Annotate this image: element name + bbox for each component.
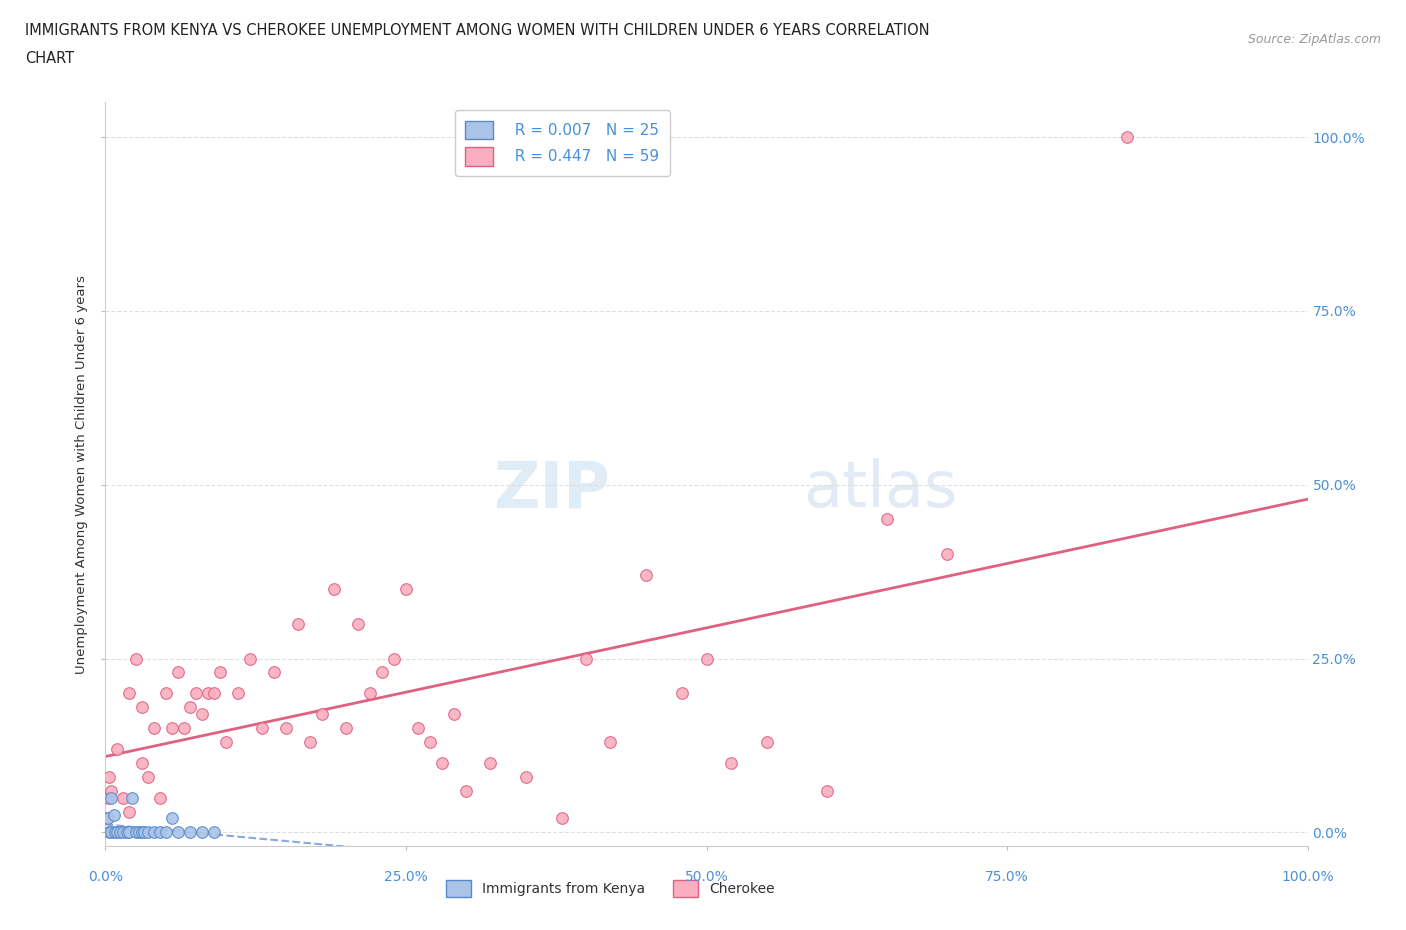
Text: ZIP: ZIP [494, 458, 610, 520]
Point [124, 651, 146, 666]
Legend: Immigrants from Kenya, Cherokee: Immigrants from Kenya, Cherokee [440, 874, 780, 903]
Point [142, 825, 165, 840]
Point [148, 790, 170, 805]
Point [443, 707, 465, 722]
Point [298, 735, 321, 750]
Point [551, 811, 574, 826]
Point [173, 721, 195, 736]
Point [214, 735, 236, 750]
Point [107, 825, 129, 840]
Point [575, 651, 598, 666]
Point [202, 825, 225, 840]
Point [755, 735, 778, 750]
Point [179, 825, 201, 840]
Point [98, 825, 121, 840]
Point [131, 699, 153, 714]
Point [184, 686, 207, 701]
Point [96, 811, 118, 826]
Point [197, 686, 219, 701]
Point [118, 686, 141, 701]
Point [311, 707, 333, 722]
Point [118, 804, 141, 819]
Point [876, 512, 898, 527]
Point [515, 769, 537, 784]
Point [287, 617, 309, 631]
Y-axis label: Unemployment Among Women with Children Under 6 years: Unemployment Among Women with Children U… [75, 275, 89, 673]
Point [148, 825, 170, 840]
Point [124, 825, 146, 840]
Point [179, 699, 201, 714]
Point [335, 721, 357, 736]
Text: atlas: atlas [803, 458, 957, 520]
Point [430, 755, 453, 770]
Text: 100.0%: 100.0% [1281, 870, 1334, 884]
Point [274, 721, 297, 736]
Point [107, 741, 129, 756]
Text: 25.0%: 25.0% [384, 870, 427, 884]
Point [112, 790, 135, 805]
Point [263, 665, 285, 680]
Point [936, 547, 959, 562]
Point [155, 686, 177, 701]
Point [347, 617, 370, 631]
Point [696, 651, 718, 666]
Point [98, 769, 121, 784]
Point [419, 735, 441, 750]
Point [112, 825, 135, 840]
Point [155, 825, 177, 840]
Point [100, 790, 122, 805]
Text: 50.0%: 50.0% [685, 870, 728, 884]
Point [100, 783, 122, 798]
Point [115, 825, 138, 840]
Text: CHART: CHART [25, 51, 75, 66]
Point [190, 825, 212, 840]
Point [239, 651, 262, 666]
Point [160, 811, 183, 826]
Point [131, 825, 153, 840]
Point [100, 825, 122, 840]
Point [815, 783, 838, 798]
Point [208, 665, 231, 680]
Point [166, 825, 188, 840]
Point [322, 581, 344, 596]
Point [1116, 129, 1139, 144]
Point [720, 755, 742, 770]
Point [479, 755, 502, 770]
Point [359, 686, 381, 701]
Point [166, 665, 188, 680]
Point [131, 755, 153, 770]
Text: IMMIGRANTS FROM KENYA VS CHEROKEE UNEMPLOYMENT AMONG WOMEN WITH CHILDREN UNDER 6: IMMIGRANTS FROM KENYA VS CHEROKEE UNEMPL… [25, 23, 929, 38]
Point [136, 825, 159, 840]
Point [202, 686, 225, 701]
Point [97, 790, 120, 805]
Point [97, 811, 120, 826]
Point [128, 825, 150, 840]
Point [250, 721, 273, 736]
Text: 75.0%: 75.0% [986, 870, 1029, 884]
Point [136, 769, 159, 784]
Point [599, 735, 621, 750]
Point [226, 686, 249, 701]
Text: 0.0%: 0.0% [89, 870, 122, 884]
Point [104, 825, 127, 840]
Text: Source: ZipAtlas.com: Source: ZipAtlas.com [1247, 33, 1381, 46]
Point [160, 721, 183, 736]
Point [118, 825, 141, 840]
Point [395, 581, 418, 596]
Point [382, 651, 405, 666]
Point [636, 567, 658, 582]
Point [371, 665, 394, 680]
Point [108, 825, 131, 840]
Point [132, 825, 155, 840]
Point [103, 807, 125, 822]
Point [406, 721, 429, 736]
Point [190, 707, 212, 722]
Point [142, 721, 165, 736]
Point [121, 790, 143, 805]
Point [671, 686, 693, 701]
Point [454, 783, 477, 798]
